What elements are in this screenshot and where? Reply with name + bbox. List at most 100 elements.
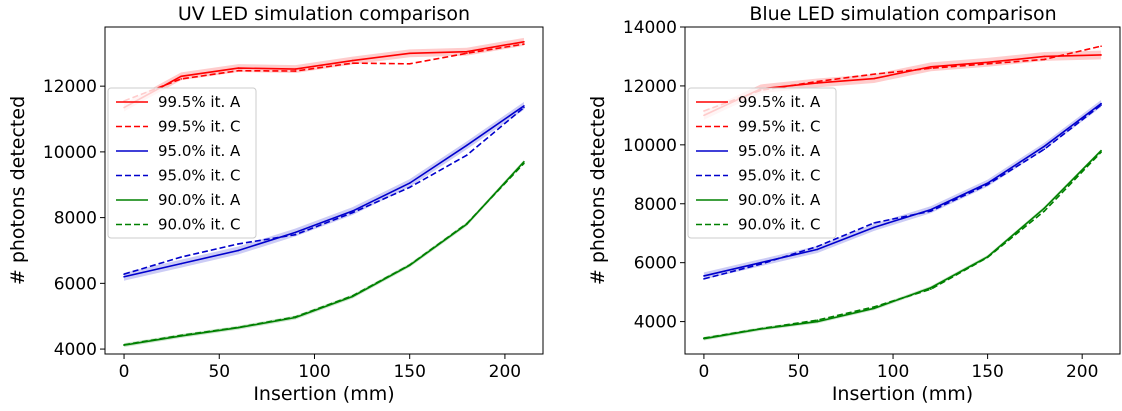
blue-series-band-0	[703, 50, 1102, 120]
uv-legend: 99.5% it. A 99.5% it. C 95.0% it. A 95.0% i…	[107, 87, 257, 239]
blue-series-1-point-3	[873, 73, 875, 75]
blue-legend: 99.5% it. A 99.5% it. C 95.0% it. A 95.0% i…	[687, 87, 837, 239]
uv-y-tick-label-4: 12000	[43, 77, 97, 97]
blue-series-3-point-2	[816, 245, 819, 248]
uv-series-3-point-7	[523, 106, 525, 109]
blue-series-4-point-2	[816, 320, 819, 323]
blue-series-4-point-4	[930, 286, 932, 289]
blue-series-5-point-0	[703, 337, 705, 339]
blue-legend-label-0: 99.5% it. A	[738, 93, 821, 111]
uv-series-3-point-1	[180, 256, 182, 258]
uv-series-2-point-6	[466, 144, 468, 147]
blue-chart: Blue LED simulation comparison 0 50 100 150 2…	[587, 3, 1121, 405]
blue-legend-label-2: 95.0% it. A	[738, 142, 821, 160]
blue-series-4-point-7	[1100, 149, 1102, 152]
uv-y-axis-label: # photons detected	[7, 96, 29, 285]
uv-x-axis-label: Insertion (mm)	[253, 383, 394, 405]
uv-series-1-point-3	[294, 70, 297, 72]
blue-series-2-point-6	[1043, 145, 1046, 148]
blue-series-0-point-7	[1100, 54, 1102, 56]
uv-series-2-point-3	[294, 231, 297, 234]
uv-series-5-point-0	[123, 343, 125, 346]
uv-series-3-point-4	[351, 211, 354, 214]
blue-series-1-point-4	[930, 67, 932, 70]
uv-x-tick-label-2: 100	[298, 362, 330, 382]
uv-series-0-point-4	[351, 59, 354, 62]
uv-chart-title: UV LED simulation comparison	[178, 3, 470, 25]
uv-series-3-point-5	[408, 186, 411, 189]
uv-series-0-point-3	[294, 68, 297, 70]
blue-series-2-point-4	[930, 208, 932, 211]
uv-x-tick-label-3: 150	[393, 362, 425, 382]
blue-series-5-point-2	[816, 319, 819, 321]
uv-x-tick-label-1: 50	[208, 362, 230, 382]
uv-series-0-point-5	[408, 52, 411, 55]
blue-y-tick-label-5: 14000	[623, 18, 677, 38]
blue-x-tick-label-2: 100	[877, 362, 909, 382]
uv-legend-label-2: 95.0% it. A	[158, 142, 241, 160]
blue-y-tick-label-0: 4000	[634, 313, 677, 333]
blue-series-line-5	[703, 151, 1102, 339]
blue-series-2-point-1	[759, 261, 762, 264]
blue-series-5-point-4	[930, 288, 932, 290]
uv-series-0-point-6	[466, 50, 468, 53]
blue-series-5-point-7	[1100, 151, 1102, 154]
uv-series-1-point-2	[237, 69, 240, 72]
uv-series-1-point-1	[180, 78, 182, 80]
blue-series-2-point-7	[1100, 102, 1102, 105]
uv-series-2-point-1	[180, 262, 182, 265]
blue-series-3-point-7	[1100, 104, 1102, 106]
blue-series-0-point-4	[930, 65, 932, 68]
uv-series-2-point-4	[351, 210, 354, 212]
uv-series-1-point-5	[408, 63, 411, 65]
uv-series-2-point-7	[523, 105, 525, 107]
blue-series-0-point-3	[873, 77, 875, 80]
uv-y-tick-label-0: 4000	[54, 340, 97, 360]
blue-x-tick-label-0: 0	[698, 362, 709, 382]
blue-series-1-point-7	[1100, 45, 1102, 47]
uv-series-5-point-3	[294, 316, 297, 318]
uv-plot-frame	[104, 26, 544, 355]
blue-x-tick-label-4: 200	[1066, 362, 1098, 382]
uv-series-3-point-0	[123, 273, 125, 275]
uv-legend-label-5: 90.0% it. C	[158, 216, 240, 234]
blue-series-4-point-3	[873, 307, 875, 310]
blue-legend-label-1: 99.5% it. C	[738, 118, 820, 136]
blue-x-tick-label-3: 150	[971, 362, 1003, 382]
uv-chart: UV LED simulation comparison 0 50 100 150 200…	[7, 3, 544, 405]
uv-series-1-point-4	[351, 62, 354, 64]
blue-chart-title: Blue LED simulation comparison	[749, 3, 1056, 25]
blue-series-1-point-5	[986, 63, 989, 65]
blue-legend-label-3: 95.0% it. C	[738, 167, 820, 185]
uv-series-line-3	[123, 106, 525, 275]
blue-plot-frame	[684, 26, 1121, 355]
blue-series-3-point-4	[930, 210, 932, 212]
blue-series-line-1	[703, 45, 1102, 112]
uv-legend-label-4: 90.0% it. A	[158, 191, 241, 209]
uv-series-0-point-1	[180, 75, 182, 78]
uv-series-5-point-7	[523, 162, 525, 165]
blue-series-3-point-0	[703, 278, 705, 280]
uv-series-line-5	[123, 162, 525, 346]
uv-x-tick-label-0: 0	[119, 362, 130, 382]
uv-series-2-point-0	[123, 275, 125, 278]
uv-series-line-0	[123, 41, 525, 109]
uv-series-3-point-2	[237, 243, 240, 245]
uv-y-tick-label-3: 10000	[43, 143, 97, 163]
blue-series-5-point-1	[759, 327, 762, 330]
uv-series-band-0	[124, 37, 524, 112]
blue-legend-label-4: 90.0% it. A	[738, 191, 821, 209]
blue-series-5-point-6	[1043, 210, 1046, 212]
blue-series-5-point-3	[873, 306, 875, 308]
blue-series-4-point-6	[1043, 207, 1046, 209]
blue-series-3-point-3	[873, 222, 875, 224]
uv-series-5-point-5	[408, 264, 411, 266]
blue-y-tick-label-3: 10000	[623, 136, 677, 156]
blue-series-0-point-5	[986, 61, 989, 64]
blue-series-2-point-2	[816, 248, 819, 251]
uv-series-5-point-2	[237, 326, 240, 329]
uv-series-1-point-7	[523, 43, 525, 45]
blue-series-3-point-6	[1043, 148, 1046, 151]
uv-series-0-point-2	[237, 67, 240, 69]
